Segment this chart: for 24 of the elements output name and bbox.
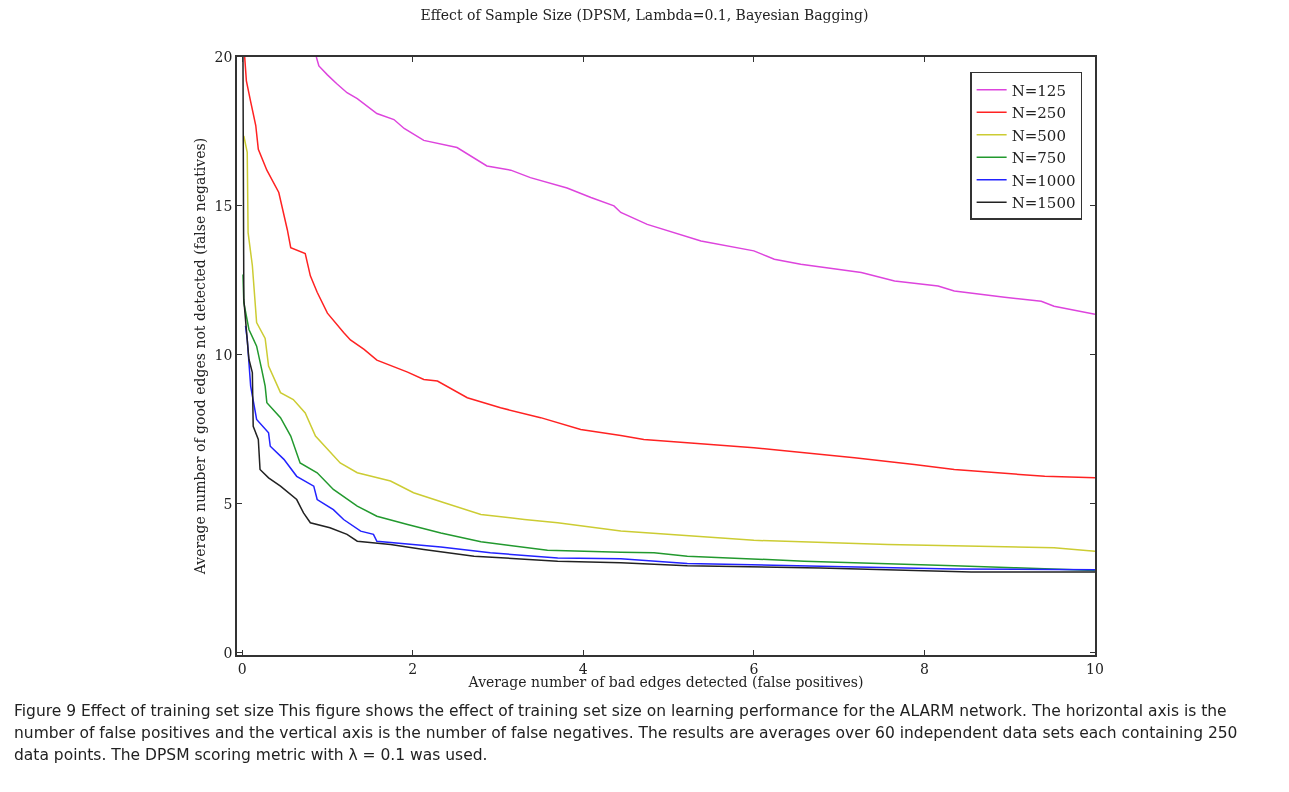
legend-label: N=125: [1011, 81, 1066, 100]
x-tick-label: 4: [578, 660, 588, 677]
y-tick-label: 20: [214, 48, 233, 65]
chart-title: Effect of Sample Size (DPSM, Lambda=0.1, Bayesian Bagging): [420, 7, 869, 24]
y-tick-label: 0: [223, 644, 233, 661]
x-tick-label: 10: [1086, 660, 1104, 677]
y-tick-label: 15: [214, 197, 233, 214]
x-axis-title: Average number of bad edges detected (false positives): [467, 674, 864, 690]
caption: Figure 9 Effect of training set size This figure shows the effect of training set size on learning performance for the ALARM network. The horizontal axis is the number of false positives and the vertical axis is the number of false negatives. The results are averages over 60 independent data sets each containing 250 data points. The DPSM scoring metric with λ = 0.1 was used.: [14, 701, 1239, 766]
line-series: [315, 57, 1095, 316]
x-tick-label: 8: [919, 660, 929, 677]
legend-label: N=750: [1011, 149, 1066, 168]
y-tick-label: 10: [214, 346, 233, 363]
legend-label: N=1500: [1011, 194, 1076, 213]
line-series: [243, 57, 1095, 479]
line-series: [242, 57, 1095, 573]
x-tick-label: 6: [749, 660, 759, 677]
y-axis-title: Average number of good edges not detected (false negatives): [191, 137, 208, 576]
y-tick-label: 5: [223, 495, 233, 512]
legend-label: N=250: [1011, 104, 1066, 123]
x-tick-label: 2: [408, 660, 418, 677]
x-tick-label: 0: [237, 660, 247, 677]
legend-label: N=500: [1011, 126, 1066, 145]
legend-label: N=1000: [1011, 171, 1076, 190]
